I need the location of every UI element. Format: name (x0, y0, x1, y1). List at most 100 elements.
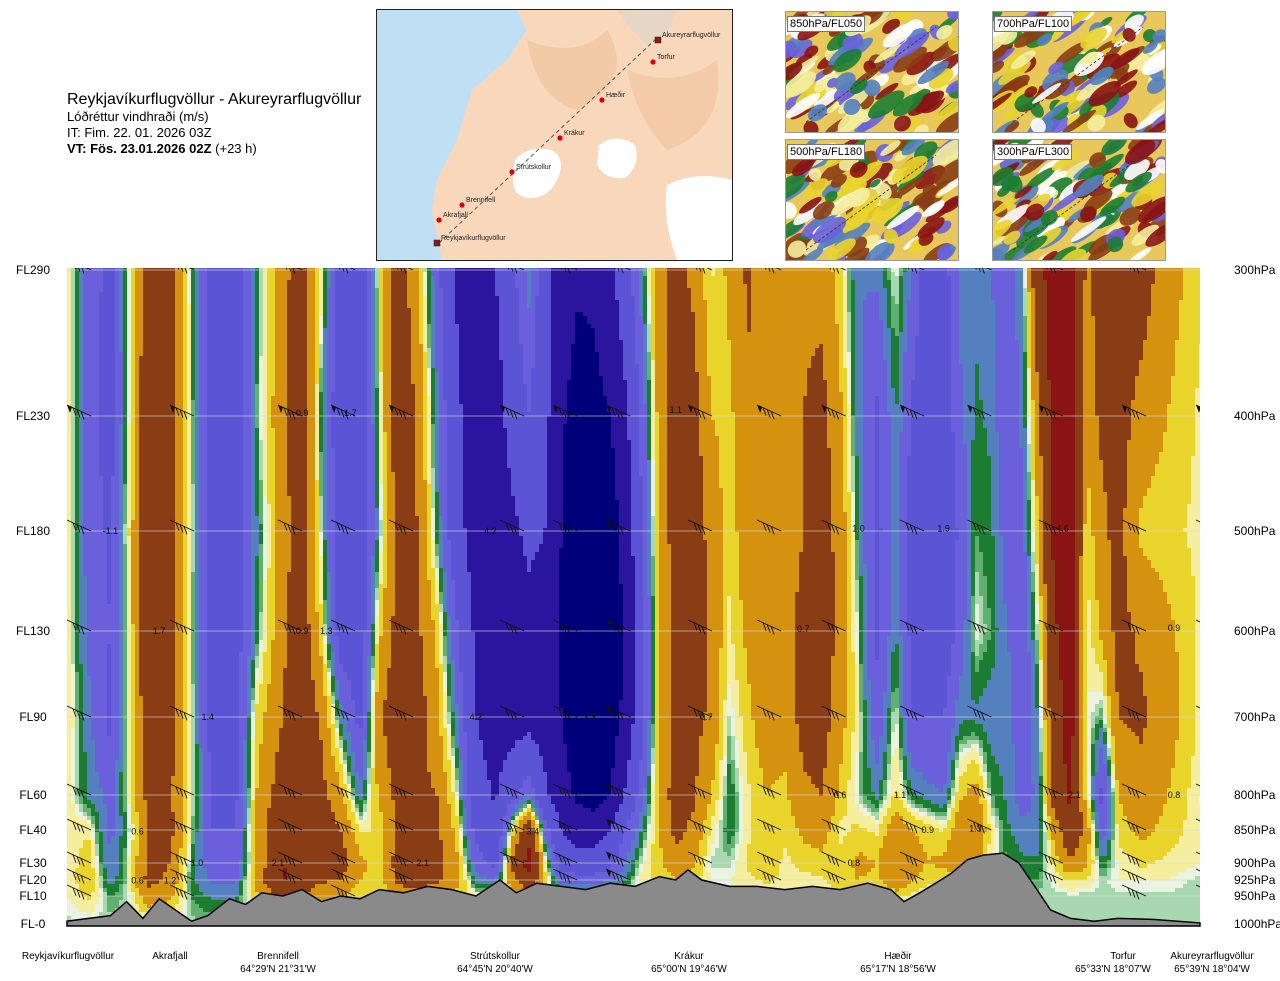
heatmap-cell (115, 512, 120, 517)
heatmap-cell (147, 900, 152, 905)
heatmap-cell (75, 736, 80, 741)
map-station-label: Strútskollur (516, 164, 552, 171)
heatmap-cell (135, 272, 140, 277)
heatmap-cell (71, 444, 76, 449)
heatmap-cell (87, 872, 92, 877)
thumbnail-blob (1124, 159, 1150, 181)
heatmap-cell (111, 748, 116, 753)
heatmap-cell (131, 768, 136, 773)
heatmap-cell (111, 572, 116, 577)
heatmap-cell (151, 872, 156, 877)
heatmap-cell (119, 748, 124, 753)
heatmap-cell (95, 704, 100, 709)
heatmap-cell (119, 500, 124, 505)
heatmap-cell (103, 452, 108, 457)
heatmap-cell (131, 496, 136, 501)
heatmap-cell (111, 564, 116, 569)
heatmap-cell (67, 788, 72, 793)
heatmap-cell (75, 628, 80, 633)
heatmap-cell (115, 340, 120, 345)
heatmap-cell (67, 692, 72, 697)
heatmap-cell (159, 624, 164, 629)
heatmap-cell (95, 488, 100, 493)
heatmap-cell (83, 492, 88, 497)
heatmap-cell (115, 568, 120, 573)
heatmap-cell (163, 688, 168, 693)
heatmap-cell (71, 544, 76, 549)
heatmap-cell (143, 344, 148, 349)
heatmap-cell (163, 564, 168, 569)
heatmap-cell (71, 740, 76, 745)
thumbnail-blob (801, 248, 824, 260)
thumbnail-300[interactable]: 300hPa/FL300 (992, 139, 1166, 261)
heatmap-cell (143, 572, 148, 577)
heatmap-cell (91, 368, 96, 373)
heatmap-cell (87, 784, 92, 789)
heatmap-cell (115, 864, 120, 869)
heatmap-cell (83, 584, 88, 589)
heatmap-cell (87, 396, 92, 401)
heatmap-cell (75, 636, 80, 641)
heatmap-cell (135, 760, 140, 765)
heatmap-cell (83, 732, 88, 737)
heatmap-cell (71, 640, 76, 645)
heatmap-cell (79, 456, 84, 461)
heatmap-cell (167, 800, 172, 805)
heatmap-cell (163, 508, 168, 513)
heatmap-cell (103, 740, 108, 745)
heatmap-cell (155, 348, 160, 353)
heatmap-cell (99, 444, 104, 449)
heatmap-cell (135, 308, 140, 313)
heatmap-cell (131, 436, 136, 441)
heatmap-cell (79, 564, 84, 569)
heatmap-cell (163, 396, 168, 401)
heatmap-cell (135, 840, 140, 845)
heatmap-cell (95, 400, 100, 405)
heatmap-cell (163, 528, 168, 533)
heatmap-cell (119, 276, 124, 281)
thumbnail-blob (1055, 41, 1088, 65)
heatmap-cell (155, 560, 160, 565)
heatmap-cell (71, 832, 76, 837)
thumbnail-blob (1135, 109, 1165, 130)
heatmap-cell (131, 404, 136, 409)
heatmap-cell (107, 852, 112, 857)
heatmap-cell (155, 656, 160, 661)
heatmap-cell (147, 716, 152, 721)
heatmap-cell (107, 636, 112, 641)
heatmap-cell (75, 472, 80, 477)
heatmap-cell (139, 696, 144, 701)
heatmap-cell (99, 376, 104, 381)
heatmap-cell (155, 488, 160, 493)
heatmap-cell (99, 480, 104, 485)
heatmap-cell (103, 476, 108, 481)
heatmap-cell (67, 480, 72, 485)
thumbnail-850[interactable]: 850hPa/FL050 (785, 11, 959, 133)
heatmap-cell (131, 788, 136, 793)
heatmap-cell (147, 388, 152, 393)
heatmap-cell (147, 620, 152, 625)
heatmap-cell (75, 356, 80, 361)
heatmap-cell (155, 428, 160, 433)
heatmap-cell (95, 680, 100, 685)
heatmap-cell (135, 704, 140, 709)
thumbnail-500[interactable]: 500hPa/FL180 (785, 139, 959, 261)
heatmap-cell (155, 736, 160, 741)
heatmap-cell (163, 880, 168, 885)
heatmap-cell (111, 628, 116, 633)
heatmap-cell (143, 616, 148, 621)
thumbnail-700[interactable]: 700hPa/FL100 (992, 11, 1166, 133)
heatmap-cell (67, 420, 72, 425)
heatmap-cell (75, 672, 80, 677)
heatmap-cell (79, 800, 84, 805)
heatmap-cell (163, 412, 168, 417)
heatmap-cell (95, 896, 100, 901)
heatmap-cell (155, 840, 160, 845)
heatmap-cell (135, 700, 140, 705)
heatmap-cell (131, 900, 136, 905)
heatmap-cell (87, 524, 92, 529)
heatmap-cell (119, 340, 124, 345)
heatmap-cell (151, 856, 156, 861)
heatmap-cell (83, 532, 88, 537)
heatmap-cell (135, 440, 140, 445)
